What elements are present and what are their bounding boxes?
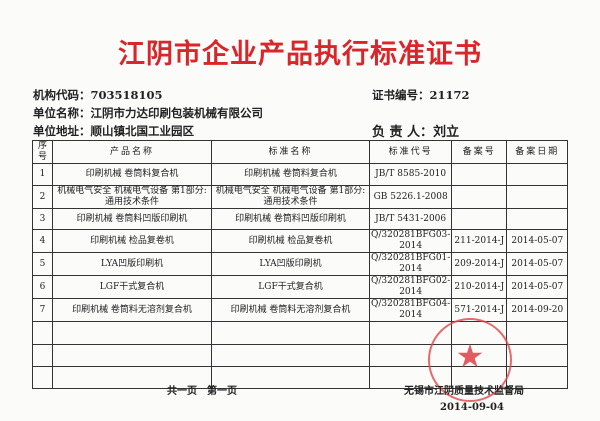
- page-info: 共一页 第一页: [167, 386, 237, 397]
- table-row: 4 印刷机械 检品复卷机 印刷机械 检品复卷机 Q/320281BFG03-2014 2…: [32, 229, 569, 253]
- issuer: 无锡市江阴质量技术监督局: [404, 386, 524, 397]
- column-header: 产品名称: [52, 140, 212, 164]
- table-cell: [506, 321, 569, 345]
- table-cell: [451, 208, 508, 230]
- table-cell: JB/T 8585-2010: [368, 163, 453, 186]
- table-cell: 印刷机械 卷筒料复合机: [211, 163, 370, 186]
- table-row: [32, 366, 569, 389]
- table-cell: [211, 344, 370, 367]
- table-cell: [506, 163, 569, 186]
- table-cell: 印刷机械 卷筒料无溶剂复合机: [211, 298, 370, 322]
- table-cell: 印刷机械 检品复卷机: [52, 229, 212, 253]
- table-row: 3 印刷机械 卷筒料凹版印刷机 印刷机械 卷筒料凹版印刷机 JB/T 5431-200…: [32, 208, 569, 230]
- table-cell: 2014-05-07: [506, 229, 569, 253]
- standards-table: 序号 产品名称 标准名称 标准代号 备案号 备案日期 1 印刷机械 卷筒料复合机 印刷机械 卷…: [32, 140, 569, 389]
- table-cell: 7: [32, 298, 53, 322]
- table-cell: 4: [32, 229, 53, 253]
- company-line: 单位名称：江阴市力达印刷包装机械有限公司: [33, 105, 263, 121]
- table-cell: 1: [32, 163, 53, 186]
- company-name: 江阴市力达印刷包装机械有限公司: [90, 106, 264, 120]
- address-label: 单位地址：: [33, 124, 91, 138]
- table-cell: 2014-05-07: [506, 252, 569, 276]
- table-row: 2 机械电气安全 机械电气设备 第1部分:通用技术条件 机械电气安全 机械电气设备 …: [32, 185, 569, 209]
- table-cell: LYA凹版印刷机: [52, 252, 212, 276]
- table-cell: LGF干式复合机: [52, 275, 212, 299]
- table-cell: Q/320281BFG02-2014: [368, 275, 453, 299]
- official-seal: ★: [428, 318, 512, 402]
- table-cell: [32, 366, 53, 389]
- table-cell: 机械电气安全 机械电气设备 第1部分:通用技术条件: [211, 185, 370, 209]
- table-cell: 2014-05-07: [506, 275, 569, 299]
- table-cell: 210-2014-J: [451, 275, 508, 299]
- address-line: 单位地址：顺山镇北国工业园区: [33, 123, 194, 139]
- person-line: 负 责 人：刘立: [372, 121, 459, 140]
- org-code: 703518105: [90, 88, 163, 102]
- table-cell: JB/T 5431-2006: [368, 208, 453, 230]
- table-cell: 6: [32, 275, 53, 299]
- table-cell: 印刷机械 卷筒料凹版印刷机: [211, 208, 370, 230]
- table-cell: LGF干式复合机: [211, 275, 370, 299]
- table-cell: 3: [32, 208, 53, 230]
- column-header: 标准名称: [211, 140, 370, 164]
- address: 顺山镇北国工业园区: [90, 124, 195, 138]
- table-cell: [506, 344, 569, 367]
- issue-date: 2014-09-04: [440, 402, 504, 413]
- table-cell: LYA凹版印刷机: [211, 252, 370, 276]
- table-cell: 209-2014-J: [451, 252, 508, 276]
- table-cell: Q/320281BFG01-2014: [368, 252, 453, 276]
- column-header: 备案日期: [506, 140, 569, 164]
- table-cell: 机械电气安全 机械电气设备 第1部分:通用技术条件: [52, 185, 212, 209]
- table-cell: 印刷机械 卷筒料凹版印刷机: [52, 208, 212, 230]
- table-cell: [52, 321, 212, 345]
- person-name: 刘立: [433, 125, 460, 140]
- column-header: 备案号: [451, 140, 508, 164]
- table-cell: [506, 185, 569, 209]
- cert-no-line: 证书编号：21172: [372, 87, 470, 103]
- table-row: 5 LYA凹版印刷机 LYA凹版印刷机 Q/320281BFG01-2014 209-2…: [32, 252, 569, 276]
- column-header: 序号: [32, 140, 53, 164]
- table-cell: 印刷机械 卷筒料复合机: [52, 163, 212, 186]
- table-cell: [451, 163, 508, 186]
- table-cell: 211-2014-J: [451, 229, 508, 253]
- star-icon: ★: [455, 337, 485, 375]
- company-label: 单位名称：: [33, 106, 91, 120]
- document-title: 江阴市企业产品执行标准证书: [118, 39, 482, 70]
- table-row: 1 印刷机械 卷筒料复合机 印刷机械 卷筒料复合机 JB/T 8585-2010: [32, 163, 569, 186]
- org-code-label: 机构代码：: [33, 88, 91, 102]
- table-cell: [506, 208, 569, 230]
- person-label: 负 责 人：: [372, 125, 434, 140]
- table-cell: [52, 344, 212, 367]
- table-cell: 2: [32, 185, 53, 209]
- table-cell: 印刷机械 检品复卷机: [211, 229, 370, 253]
- table-cell: [211, 321, 370, 345]
- column-header: 标准代号: [368, 140, 453, 164]
- table-cell: [32, 321, 53, 345]
- table-cell: [451, 185, 508, 209]
- org-code-line: 机构代码：703518105: [33, 87, 163, 103]
- table-cell: Q/320281BFG04-2014: [368, 298, 453, 322]
- cert-no-label: 证书编号：: [372, 88, 430, 102]
- cert-no: 21172: [429, 88, 470, 102]
- table-cell: 2014-09-20: [506, 298, 569, 322]
- table-row: 7 印刷机械 卷筒料无溶剂复合机 印刷机械 卷筒料无溶剂复合机 Q/320281BFG…: [32, 298, 569, 322]
- table-cell: GB 5226.1-2008: [368, 185, 453, 209]
- table-cell: Q/320281BFG03-2014: [368, 229, 453, 253]
- table-cell: 印刷机械 卷筒料无溶剂复合机: [52, 298, 212, 322]
- table-cell: [32, 344, 53, 367]
- table-row: 6 LGF干式复合机 LGF干式复合机 Q/320281BFG02-2014 210-2…: [32, 275, 569, 299]
- table-cell: 5: [32, 252, 53, 276]
